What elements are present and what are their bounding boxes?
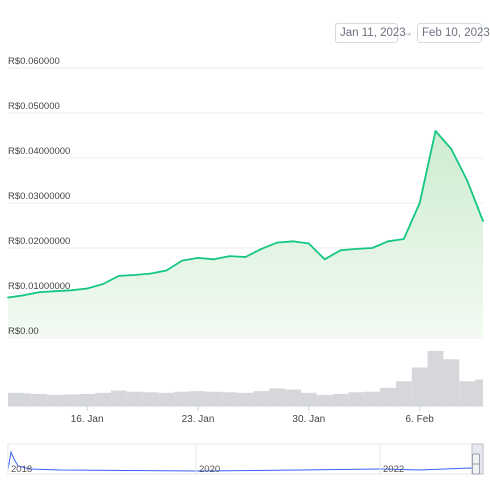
y-tick-label: R$0.00 <box>8 326 39 337</box>
x-tick-label: 16. Jan <box>71 414 104 425</box>
price-point <box>466 179 469 182</box>
price-point <box>165 269 168 272</box>
price-point <box>212 258 215 261</box>
volume-bar <box>285 389 301 406</box>
price-point <box>54 290 57 293</box>
volume-bar <box>221 392 238 406</box>
volume-bar <box>475 379 483 406</box>
price-point <box>86 287 89 290</box>
y-tick-label: R$0.03000000 <box>8 191 70 202</box>
volume-bar <box>300 392 317 406</box>
volume-bar <box>190 391 206 406</box>
navigator-year-label: 2020 <box>199 464 220 475</box>
volume-bar <box>237 392 254 406</box>
price-point <box>38 291 41 293</box>
price-point <box>307 242 310 245</box>
volume-bar <box>126 391 143 406</box>
x-tick-label: 30. Jan <box>292 414 325 425</box>
price-point <box>133 274 136 276</box>
price-point <box>228 255 231 257</box>
x-tick-label: 6. Feb <box>405 414 434 425</box>
navigator-line <box>7 450 479 472</box>
y-axis-labels: R$0.00 R$0.01000000 R$0.02000000 R$0.030000… <box>8 56 70 337</box>
price-point <box>22 294 25 297</box>
price-point <box>70 289 73 292</box>
volume-bar <box>15 393 32 406</box>
volume-bar <box>348 392 365 406</box>
volume-bar <box>63 394 80 406</box>
date-range-start[interactable]: Jan 11, 2023 <box>335 23 406 43</box>
x-axis-labels: 16. Jan 23. Jan 30. Jan 6. Feb <box>71 406 434 425</box>
navigator-handle <box>472 453 480 465</box>
volume-bar <box>110 390 127 406</box>
price-point <box>482 220 484 222</box>
volume-bar <box>47 395 64 406</box>
volume-bar <box>443 359 460 406</box>
price-point <box>244 256 247 258</box>
y-tick-label: R$0.04000000 <box>8 146 70 157</box>
price-point <box>276 241 279 244</box>
volume-bar <box>269 388 286 406</box>
navigator-handle <box>472 463 480 475</box>
y-tick-label: R$0.02000000 <box>8 236 70 247</box>
volume-bars <box>8 351 483 407</box>
price-point <box>450 148 453 150</box>
volume-bar <box>316 395 333 406</box>
volume-bar <box>332 393 349 406</box>
volume-bar <box>95 392 111 406</box>
price-area-fill <box>8 131 483 338</box>
price-point <box>402 238 405 240</box>
volume-bar <box>158 392 175 406</box>
navigator-year-label: 2022 <box>383 464 404 475</box>
volume-bar <box>174 391 191 406</box>
price-point <box>323 258 326 261</box>
price-point <box>292 240 294 243</box>
price-point <box>197 257 199 259</box>
price-point <box>181 259 184 262</box>
volume-bar <box>253 391 270 406</box>
volume-bar <box>142 392 159 406</box>
y-tick-label: R$0.060000 <box>8 56 60 67</box>
volume-bar <box>380 387 396 406</box>
x-tick-label: 23. Jan <box>182 414 215 425</box>
price-point <box>339 249 342 252</box>
y-tick-label: R$0.050000 <box>8 101 60 112</box>
volume-bar <box>31 393 48 406</box>
volume-bar <box>364 391 381 406</box>
price-point <box>418 202 421 204</box>
price-area <box>7 130 484 338</box>
price-point <box>102 283 104 285</box>
price-point <box>117 275 120 277</box>
y-tick-label: R$0.01000000 <box>8 281 70 292</box>
date-range-arrow-icon: → <box>401 25 413 39</box>
navigator-year-label: 2018 <box>11 464 32 475</box>
price-point <box>7 296 9 299</box>
price-point <box>434 130 437 132</box>
volume-bar <box>411 367 428 406</box>
price-point <box>260 248 263 250</box>
price-point <box>371 247 374 249</box>
date-range-end[interactable]: Feb 10, 2023 <box>417 23 490 43</box>
price-point <box>355 248 358 250</box>
price-point <box>387 240 389 243</box>
range-navigator[interactable]: 2018 2020 2022 <box>7 443 484 475</box>
volume-bar <box>395 381 412 406</box>
volume-bar <box>459 381 476 406</box>
volume-bar <box>205 391 222 406</box>
volume-bar <box>427 351 444 406</box>
price-point <box>149 272 152 275</box>
volume-bar <box>79 393 96 406</box>
